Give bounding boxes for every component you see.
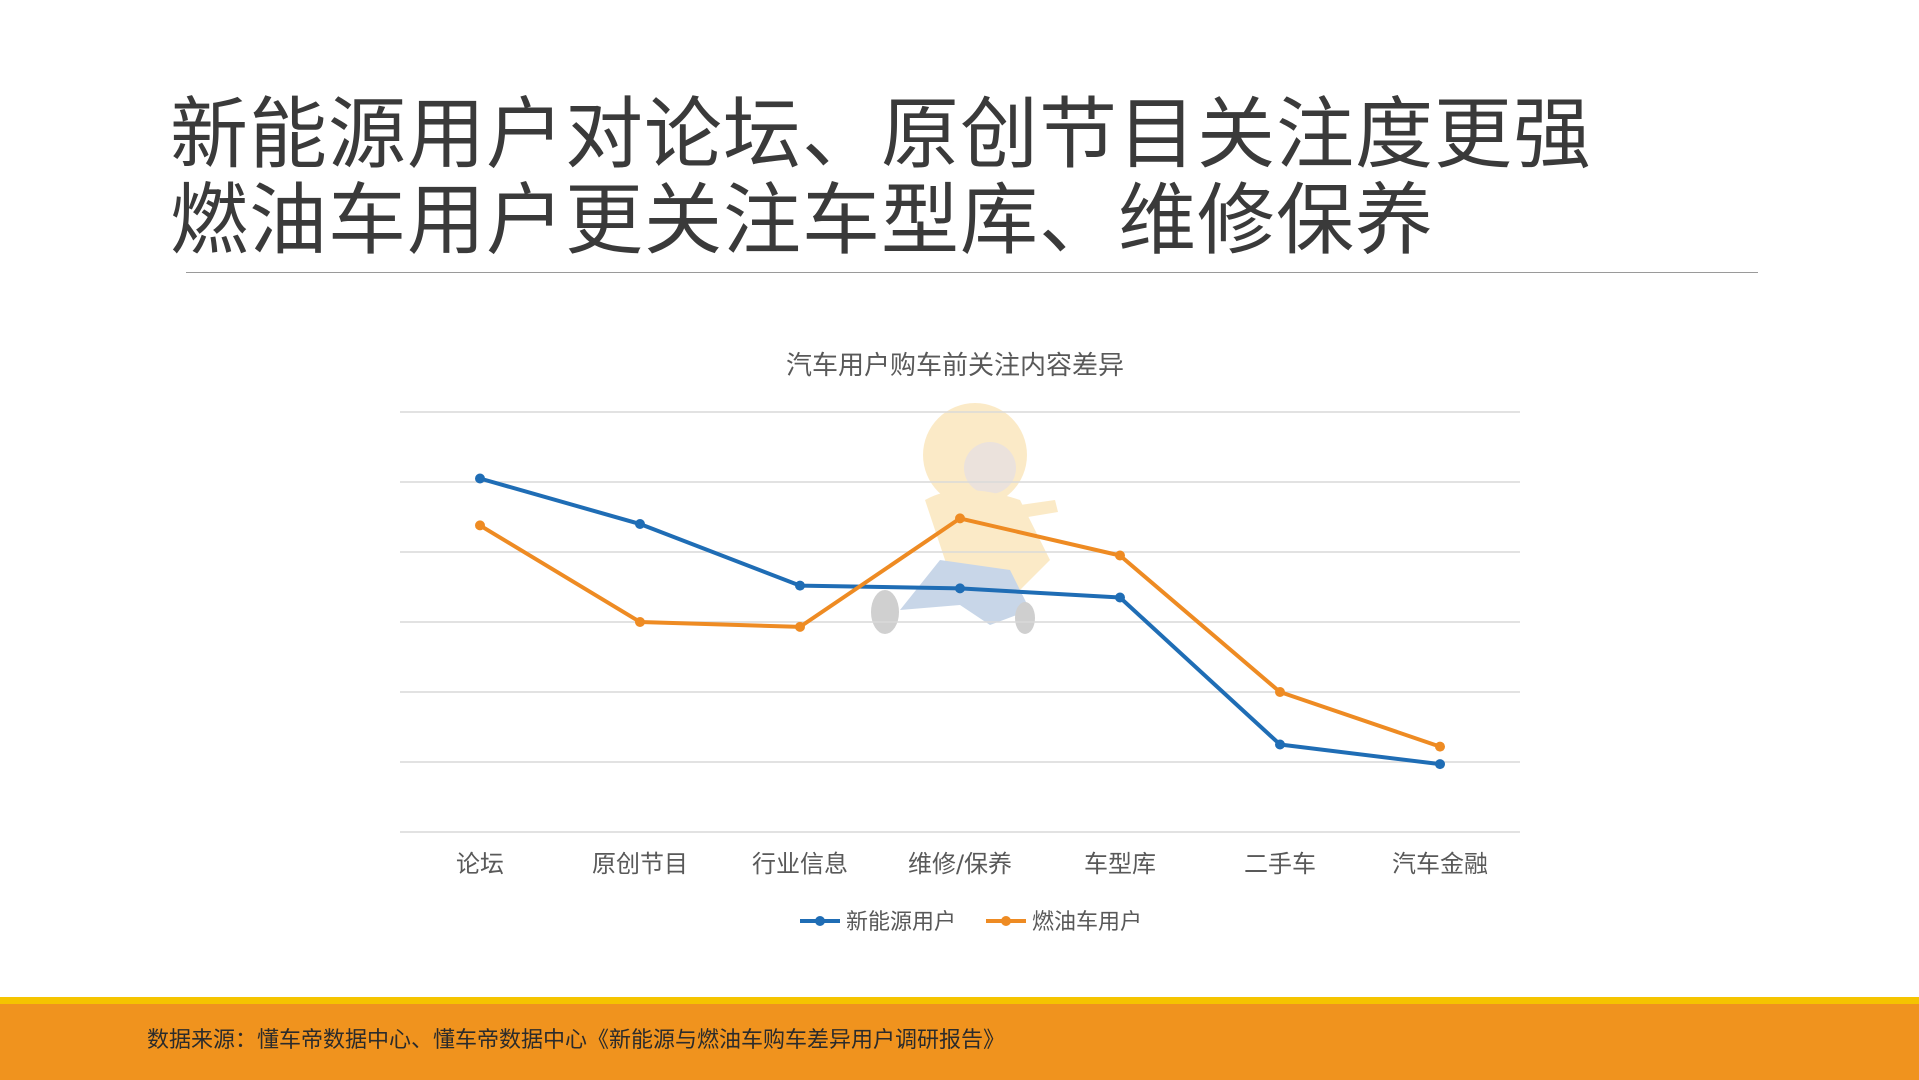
line-chart: 汽车用户购车前关注内容差异 论坛 原创节目 行业信息 维修/保养 车型库 二手车 汽车金融 … [400, 351, 1520, 935]
x-tick-label: 原创节目 [592, 850, 688, 878]
x-tick-label: 汽车金融 [1392, 850, 1488, 878]
page-title: 新能源用户对论坛、原创节目关注度更强 燃油车用户更关注车型库、维修保养 [170, 92, 1770, 264]
data-point [1435, 741, 1445, 752]
legend-marker [1001, 916, 1011, 926]
x-tick-label: 行业信息 [752, 850, 848, 878]
x-tick-label: 二手车 [1244, 850, 1316, 878]
data-point [1435, 759, 1445, 770]
data-point [795, 621, 805, 632]
legend-label: 燃油车用户 [1032, 910, 1142, 935]
headline-line-1: 新能源用户对论坛、原创节目关注度更强 [170, 90, 1593, 180]
data-point [1115, 550, 1125, 561]
data-point [955, 513, 965, 524]
x-tick-label: 车型库 [1084, 850, 1156, 878]
chart-title: 汽车用户购车前关注内容差异 [786, 351, 1124, 381]
data-source-note: 数据来源：懂车帝数据中心、懂车帝数据中心《新能源与燃油车购车差异用户调研报告》 [147, 1028, 1006, 1053]
data-point [475, 520, 485, 531]
data-point [635, 519, 645, 529]
data-point [1275, 739, 1285, 750]
headline-line-2: 燃油车用户更关注车型库、维修保养 [170, 176, 1435, 266]
legend-marker [815, 916, 825, 926]
data-point [1275, 687, 1285, 697]
footer-accent-line [0, 997, 1919, 1004]
data-point [1115, 592, 1125, 603]
data-point [795, 580, 805, 591]
x-tick-label: 论坛 [456, 850, 504, 878]
data-point [955, 583, 965, 594]
data-point [475, 473, 485, 484]
data-point [635, 617, 645, 627]
footer-bar [0, 1004, 1919, 1080]
title-divider [186, 272, 1758, 273]
x-tick-label: 维修/保养 [908, 850, 1012, 878]
legend-label: 新能源用户 [846, 910, 956, 935]
